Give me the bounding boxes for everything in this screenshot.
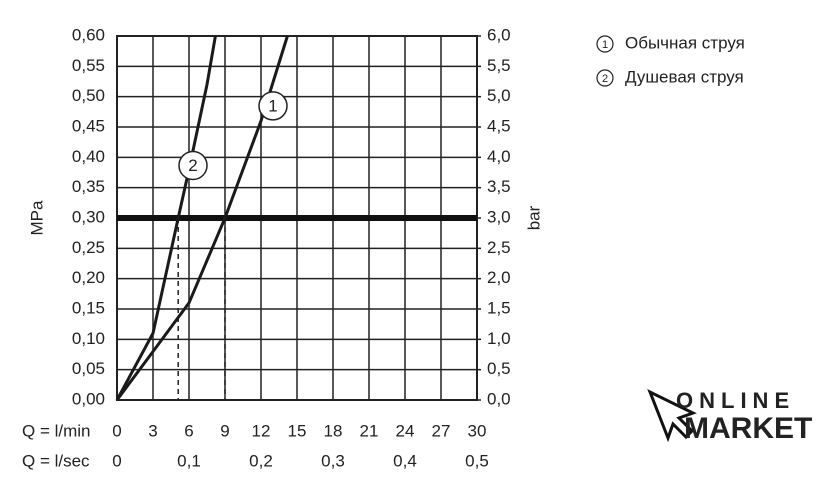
- y2-tick-label: 4,0: [487, 147, 511, 166]
- y-tick-label: 0,15: [72, 298, 105, 317]
- curve-marker-label: 1: [268, 96, 277, 115]
- legend-marker-label: 2: [602, 73, 608, 85]
- y-tick-label: 0,45: [72, 116, 105, 135]
- y2-tick-label: 4,5: [487, 116, 511, 135]
- curve-marker: [258, 91, 288, 121]
- x2-tick-label: 0: [112, 451, 121, 470]
- y-tick-label: 0,20: [72, 268, 105, 287]
- y2-tick-label: 3,5: [487, 177, 511, 196]
- x-tick-label: 30: [468, 421, 487, 440]
- y-tick-label: 0,35: [72, 177, 105, 196]
- y2-tick-label: 2,5: [487, 238, 511, 257]
- watermark: ONLINE MARKET: [647, 388, 812, 445]
- watermark-line: ONLINE: [676, 388, 795, 413]
- x2-tick-label: 0,3: [321, 451, 345, 470]
- y-tick-label: 0,10: [72, 329, 105, 348]
- y-tick-label: 0,50: [72, 86, 105, 105]
- x2-axis-label: Q = l/sec: [22, 451, 90, 470]
- legend-marker: [596, 69, 614, 87]
- y-axis-label: MPa: [27, 200, 46, 236]
- x-tick-label: 27: [432, 421, 451, 440]
- y2-tick-label: 6,0: [487, 25, 511, 44]
- x-tick-label: 12: [252, 421, 271, 440]
- x-tick-label: 21: [360, 421, 379, 440]
- y2-tick-label: 3,0: [487, 207, 511, 226]
- x-axis-label: Q = l/min: [22, 421, 91, 440]
- curve-marker-label: 2: [188, 156, 197, 175]
- y2-axis-label: bar: [524, 205, 543, 230]
- x-tick-label: 9: [220, 421, 229, 440]
- x2-tick-label: 0,1: [177, 451, 201, 470]
- y-tick-label: 0,00: [72, 389, 105, 408]
- x-tick-label: 3: [148, 421, 157, 440]
- y2-tick-label: 0,5: [487, 359, 511, 378]
- x-tick-label: 0: [112, 421, 121, 440]
- x-tick-label: 24: [396, 421, 415, 440]
- y2-tick-label: 0,0: [487, 389, 511, 408]
- y-tick-label: 0,60: [72, 25, 105, 44]
- x2-tick-label: 0,2: [249, 451, 273, 470]
- y2-tick-label: 1,5: [487, 298, 511, 317]
- y-tick-label: 0,40: [72, 147, 105, 166]
- y-tick-label: 0,55: [72, 56, 105, 75]
- legend-marker-label: 1: [602, 39, 608, 51]
- y2-tick-label: 5,0: [487, 86, 511, 105]
- x-tick-label: 18: [324, 421, 343, 440]
- y-tick-label: 0,25: [72, 238, 105, 257]
- legend-label: Обычная струя: [625, 33, 745, 52]
- y-tick-label: 0,30: [72, 207, 105, 226]
- y-tick-label: 0,05: [72, 359, 105, 378]
- y2-tick-label: 2,0: [487, 268, 511, 287]
- legend-marker: [596, 35, 614, 53]
- y2-tick-label: 5,5: [487, 56, 511, 75]
- watermark-line: MARKET: [684, 412, 812, 445]
- series-line: [115, 35, 217, 401]
- x2-tick-label: 0,5: [465, 451, 489, 470]
- y2-tick-label: 1,0: [487, 329, 511, 348]
- cursor-icon: [647, 388, 697, 443]
- curve-marker: [178, 150, 208, 181]
- x-tick-label: 15: [288, 421, 307, 440]
- x-tick-label: 6: [184, 421, 193, 440]
- legend-label: Душевая струя: [625, 67, 744, 86]
- x2-tick-label: 0,4: [393, 451, 417, 470]
